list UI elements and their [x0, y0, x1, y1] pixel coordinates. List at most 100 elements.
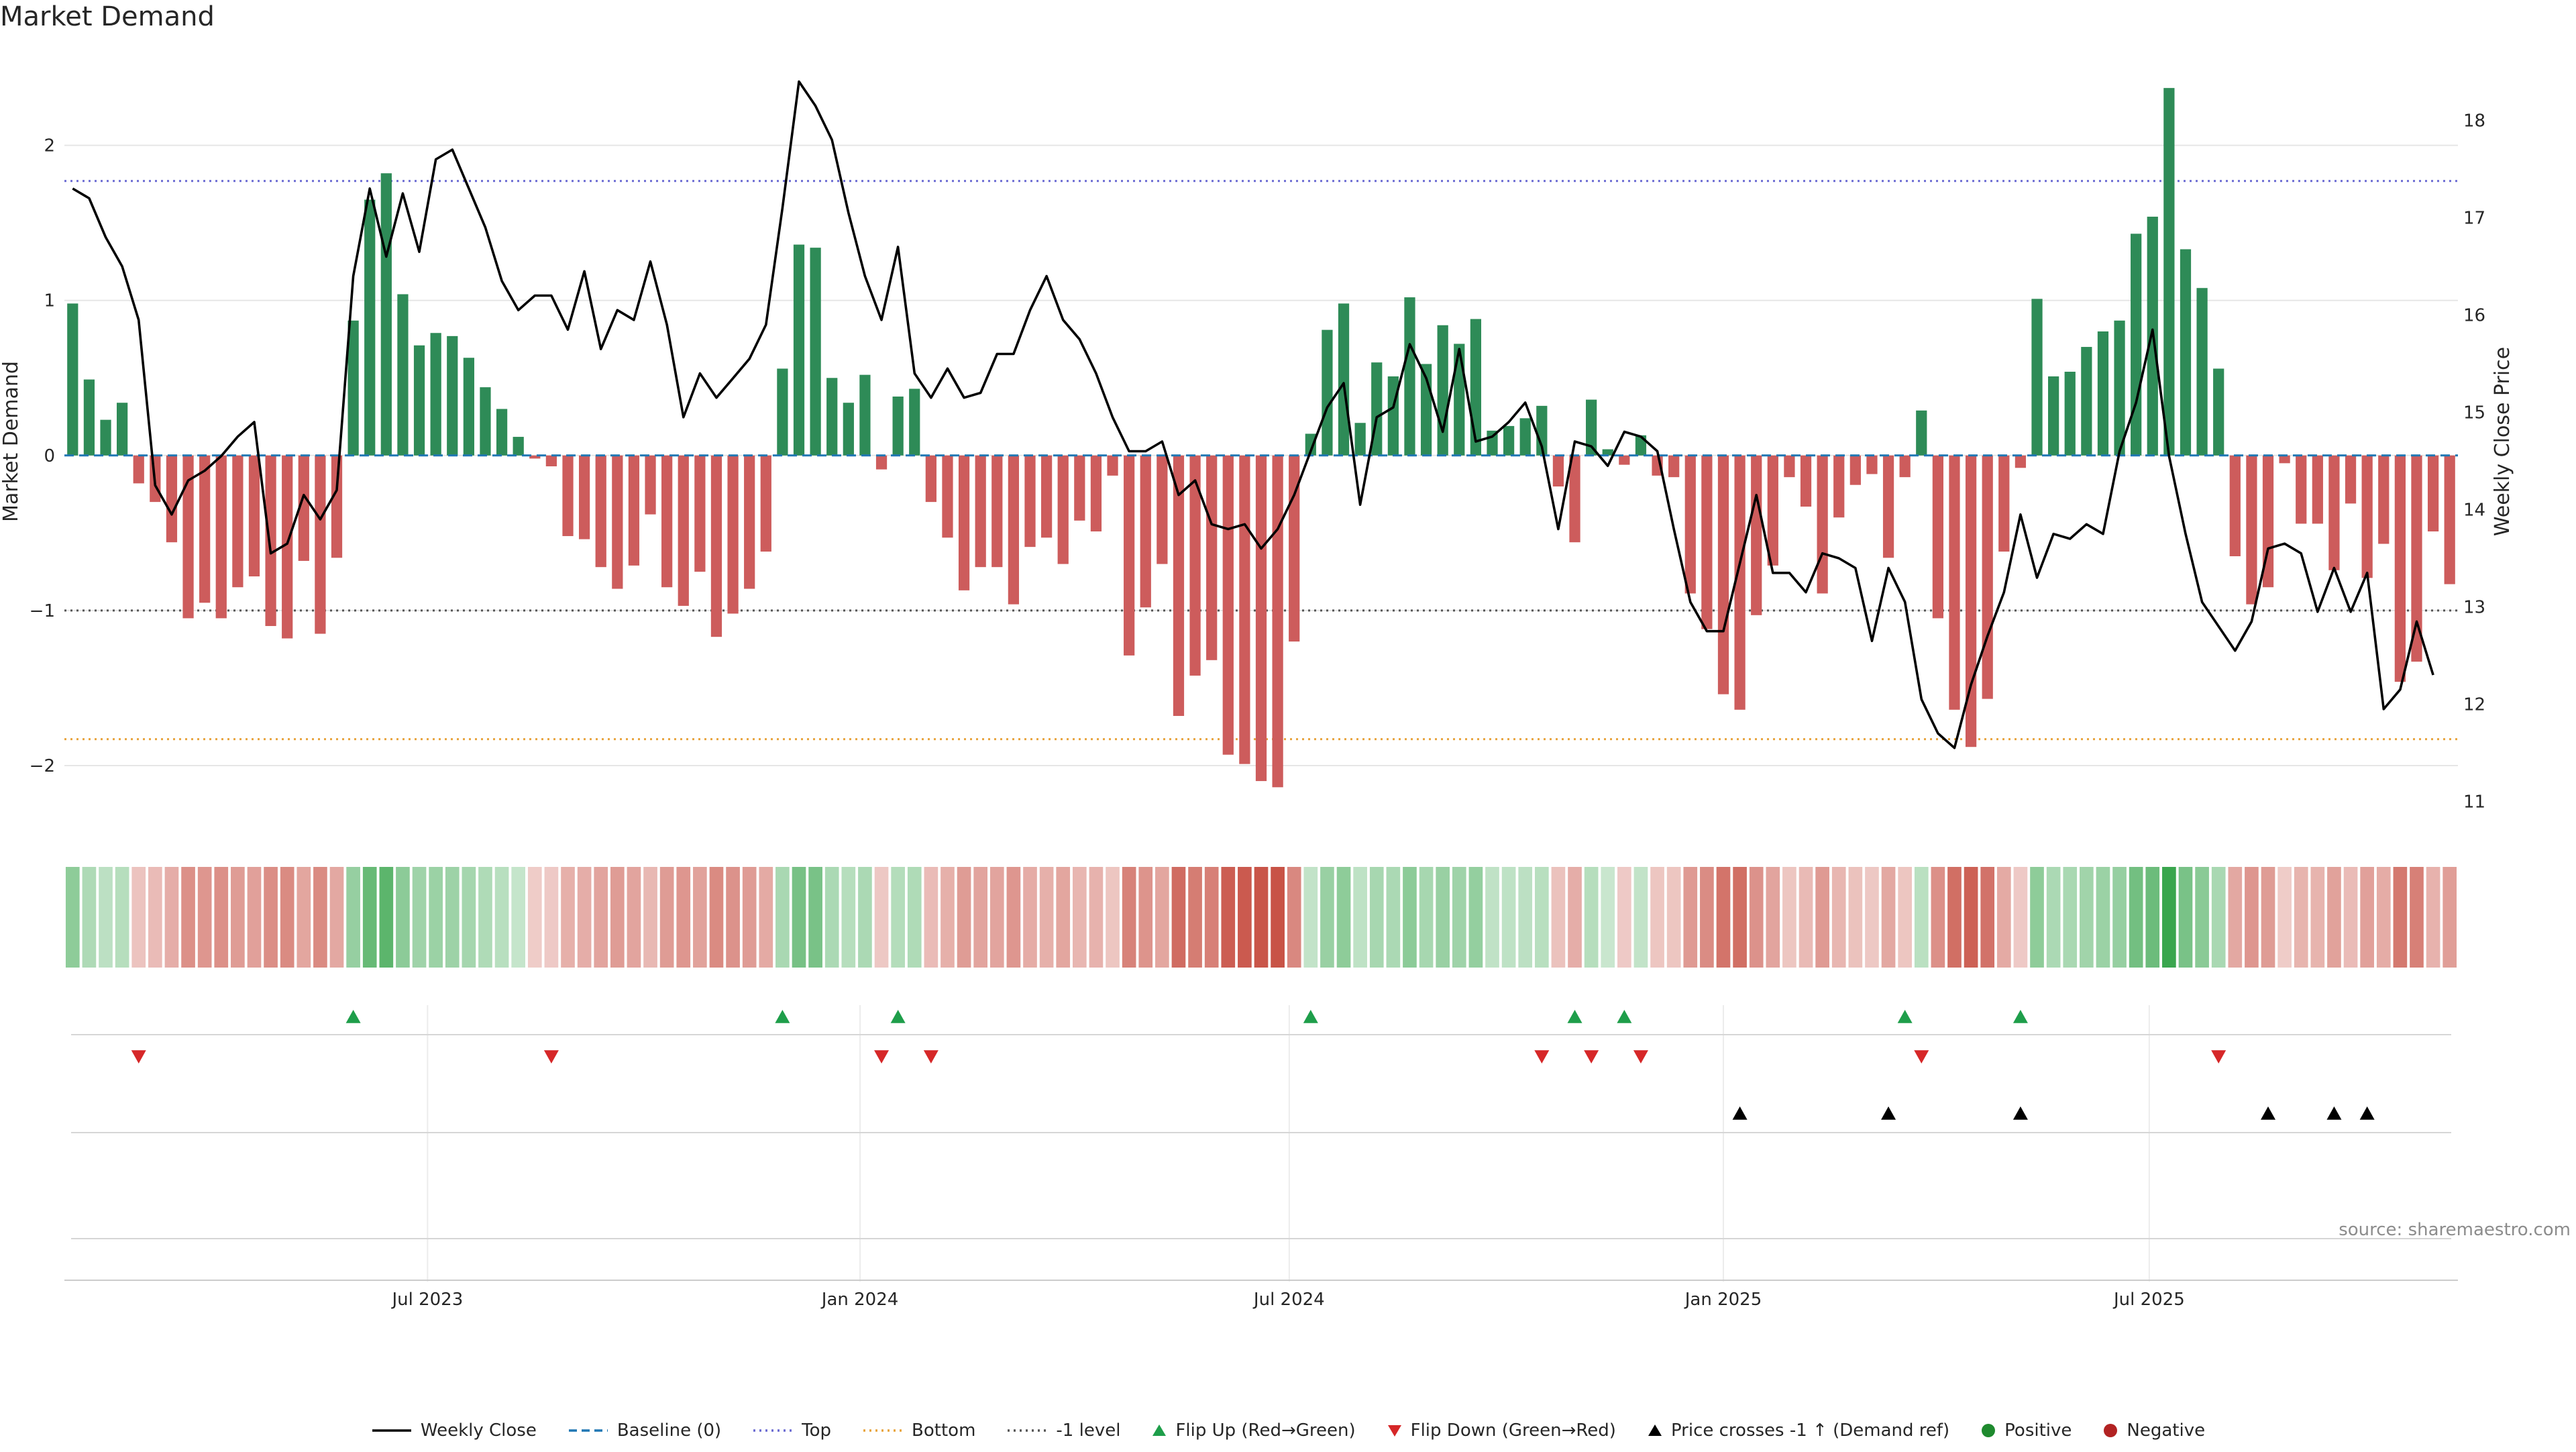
demand-bar [2196, 288, 2208, 456]
heat-cell [610, 867, 625, 968]
demand-bar [413, 345, 425, 456]
legend-entry: Top [752, 1420, 831, 1441]
legend-label: -1 level [1056, 1420, 1121, 1441]
demand-bar [1322, 329, 1333, 456]
demand-bar [1866, 455, 1878, 474]
demand-bar [1932, 455, 1944, 619]
demand-bar [2262, 455, 2274, 588]
y-tick-label: 0 [44, 446, 55, 466]
heat-cell [148, 867, 162, 968]
flip-up-marker [775, 1010, 790, 1023]
demand-bar [1982, 455, 1993, 699]
heat-cell [1799, 867, 1813, 968]
flip-up-marker [2012, 1010, 2028, 1023]
heat-cell [329, 867, 344, 968]
y2-tick-label: 12 [2463, 695, 2485, 715]
demand-bar [1024, 455, 1036, 548]
heat-cell [2410, 867, 2424, 968]
heat-cell [2245, 867, 2259, 968]
heat-cell [1254, 867, 1269, 968]
demand-bar [182, 455, 194, 619]
heat-cell [2046, 867, 2061, 968]
legend-swatch-shape [1648, 1424, 1662, 1436]
demand-bar [1635, 435, 1647, 456]
demand-bar [1124, 455, 1135, 656]
price-cross-marker [2012, 1106, 2028, 1120]
flip-down-marker [1534, 1050, 1550, 1064]
demand-bar [315, 455, 326, 634]
heat-cell [379, 867, 394, 968]
demand-bar [67, 303, 78, 456]
heat-cell [429, 867, 443, 968]
demand-bar [1586, 399, 1597, 456]
y2-tick-label: 14 [2463, 501, 2485, 521]
heat-cell [2211, 867, 2226, 968]
y-tick-label: 2 [44, 136, 55, 156]
flip-down-marker [874, 1050, 890, 1064]
heat-cell [2080, 867, 2094, 968]
heat-cell [1303, 867, 1318, 968]
demand-bar [265, 455, 276, 626]
heat-cell [2310, 867, 2325, 968]
demand-bar [694, 455, 706, 572]
demand-bar [2131, 234, 2142, 456]
demand-bar [1916, 410, 1927, 456]
demand-bar [661, 455, 673, 588]
heat-cell [2129, 867, 2143, 968]
demand-bar [1684, 455, 1696, 594]
y2-axis-title: Weekly Close Price [2491, 347, 2514, 536]
page-title: Market Demand [0, 1, 215, 32]
flip-down-marker [2211, 1050, 2226, 1064]
demand-bar [2015, 455, 2027, 468]
demand-bar [1173, 455, 1185, 717]
legend-entry: Price crosses -1 ↑ (Demand ref) [1647, 1420, 1949, 1441]
legend-swatch [2104, 1424, 2118, 1437]
demand-bar [645, 455, 656, 515]
heat-cell [759, 867, 773, 968]
heat-cell [891, 867, 905, 968]
weekly-close-line [72, 80, 2434, 749]
heat-cell [445, 867, 460, 968]
flip-up-marker [1897, 1010, 1913, 1023]
heat-cell [2112, 867, 2127, 968]
demand-bar [1602, 449, 1613, 456]
legend-label: Positive [2004, 1420, 2072, 1441]
legend-entry: Flip Down (Green→Red) [1387, 1420, 1616, 1441]
source-note: source: sharemaestro.com [2339, 1220, 2571, 1240]
heat-cell [1023, 867, 1037, 968]
demand-bar [1090, 455, 1102, 532]
heat-cell [297, 867, 311, 968]
demand-bar [282, 455, 293, 639]
heat-cell [858, 867, 872, 968]
demand-bar [595, 455, 606, 568]
heat-cell [346, 867, 360, 968]
demand-bar [2213, 368, 2224, 456]
demand-bar [2163, 88, 2175, 456]
demand-bar [1272, 455, 1283, 788]
heat-cell [2013, 867, 2028, 968]
demand-bar [463, 358, 474, 456]
flip-down-marker [543, 1050, 559, 1064]
heat-cell [247, 867, 262, 968]
heat-cell [989, 867, 1004, 968]
demand-bar [1057, 455, 1069, 564]
heat-cell [2426, 867, 2440, 968]
heat-cell [1436, 867, 1450, 968]
demand-bar [2444, 455, 2455, 584]
demand-bar [1784, 455, 1795, 478]
heat-cell [2195, 867, 2209, 968]
legend-swatch [372, 1429, 411, 1432]
heat-cell [1996, 867, 2011, 968]
demand-bar [513, 437, 524, 456]
heat-cell [181, 867, 195, 968]
legend-label: Flip Up (Red→Green) [1175, 1420, 1356, 1441]
heat-cell [2343, 867, 2358, 968]
legend-entry: Baseline (0) [568, 1420, 721, 1441]
heat-cell [775, 867, 790, 968]
legend: Weekly Close Baseline (0) Top Bottom -1 leve… [0, 1417, 2576, 1444]
heat-cell [1666, 867, 1681, 968]
heat-cell [1914, 867, 1929, 968]
demand-bar [397, 294, 409, 456]
heat-cell [1106, 867, 1120, 968]
heat-cell [1749, 867, 1764, 968]
